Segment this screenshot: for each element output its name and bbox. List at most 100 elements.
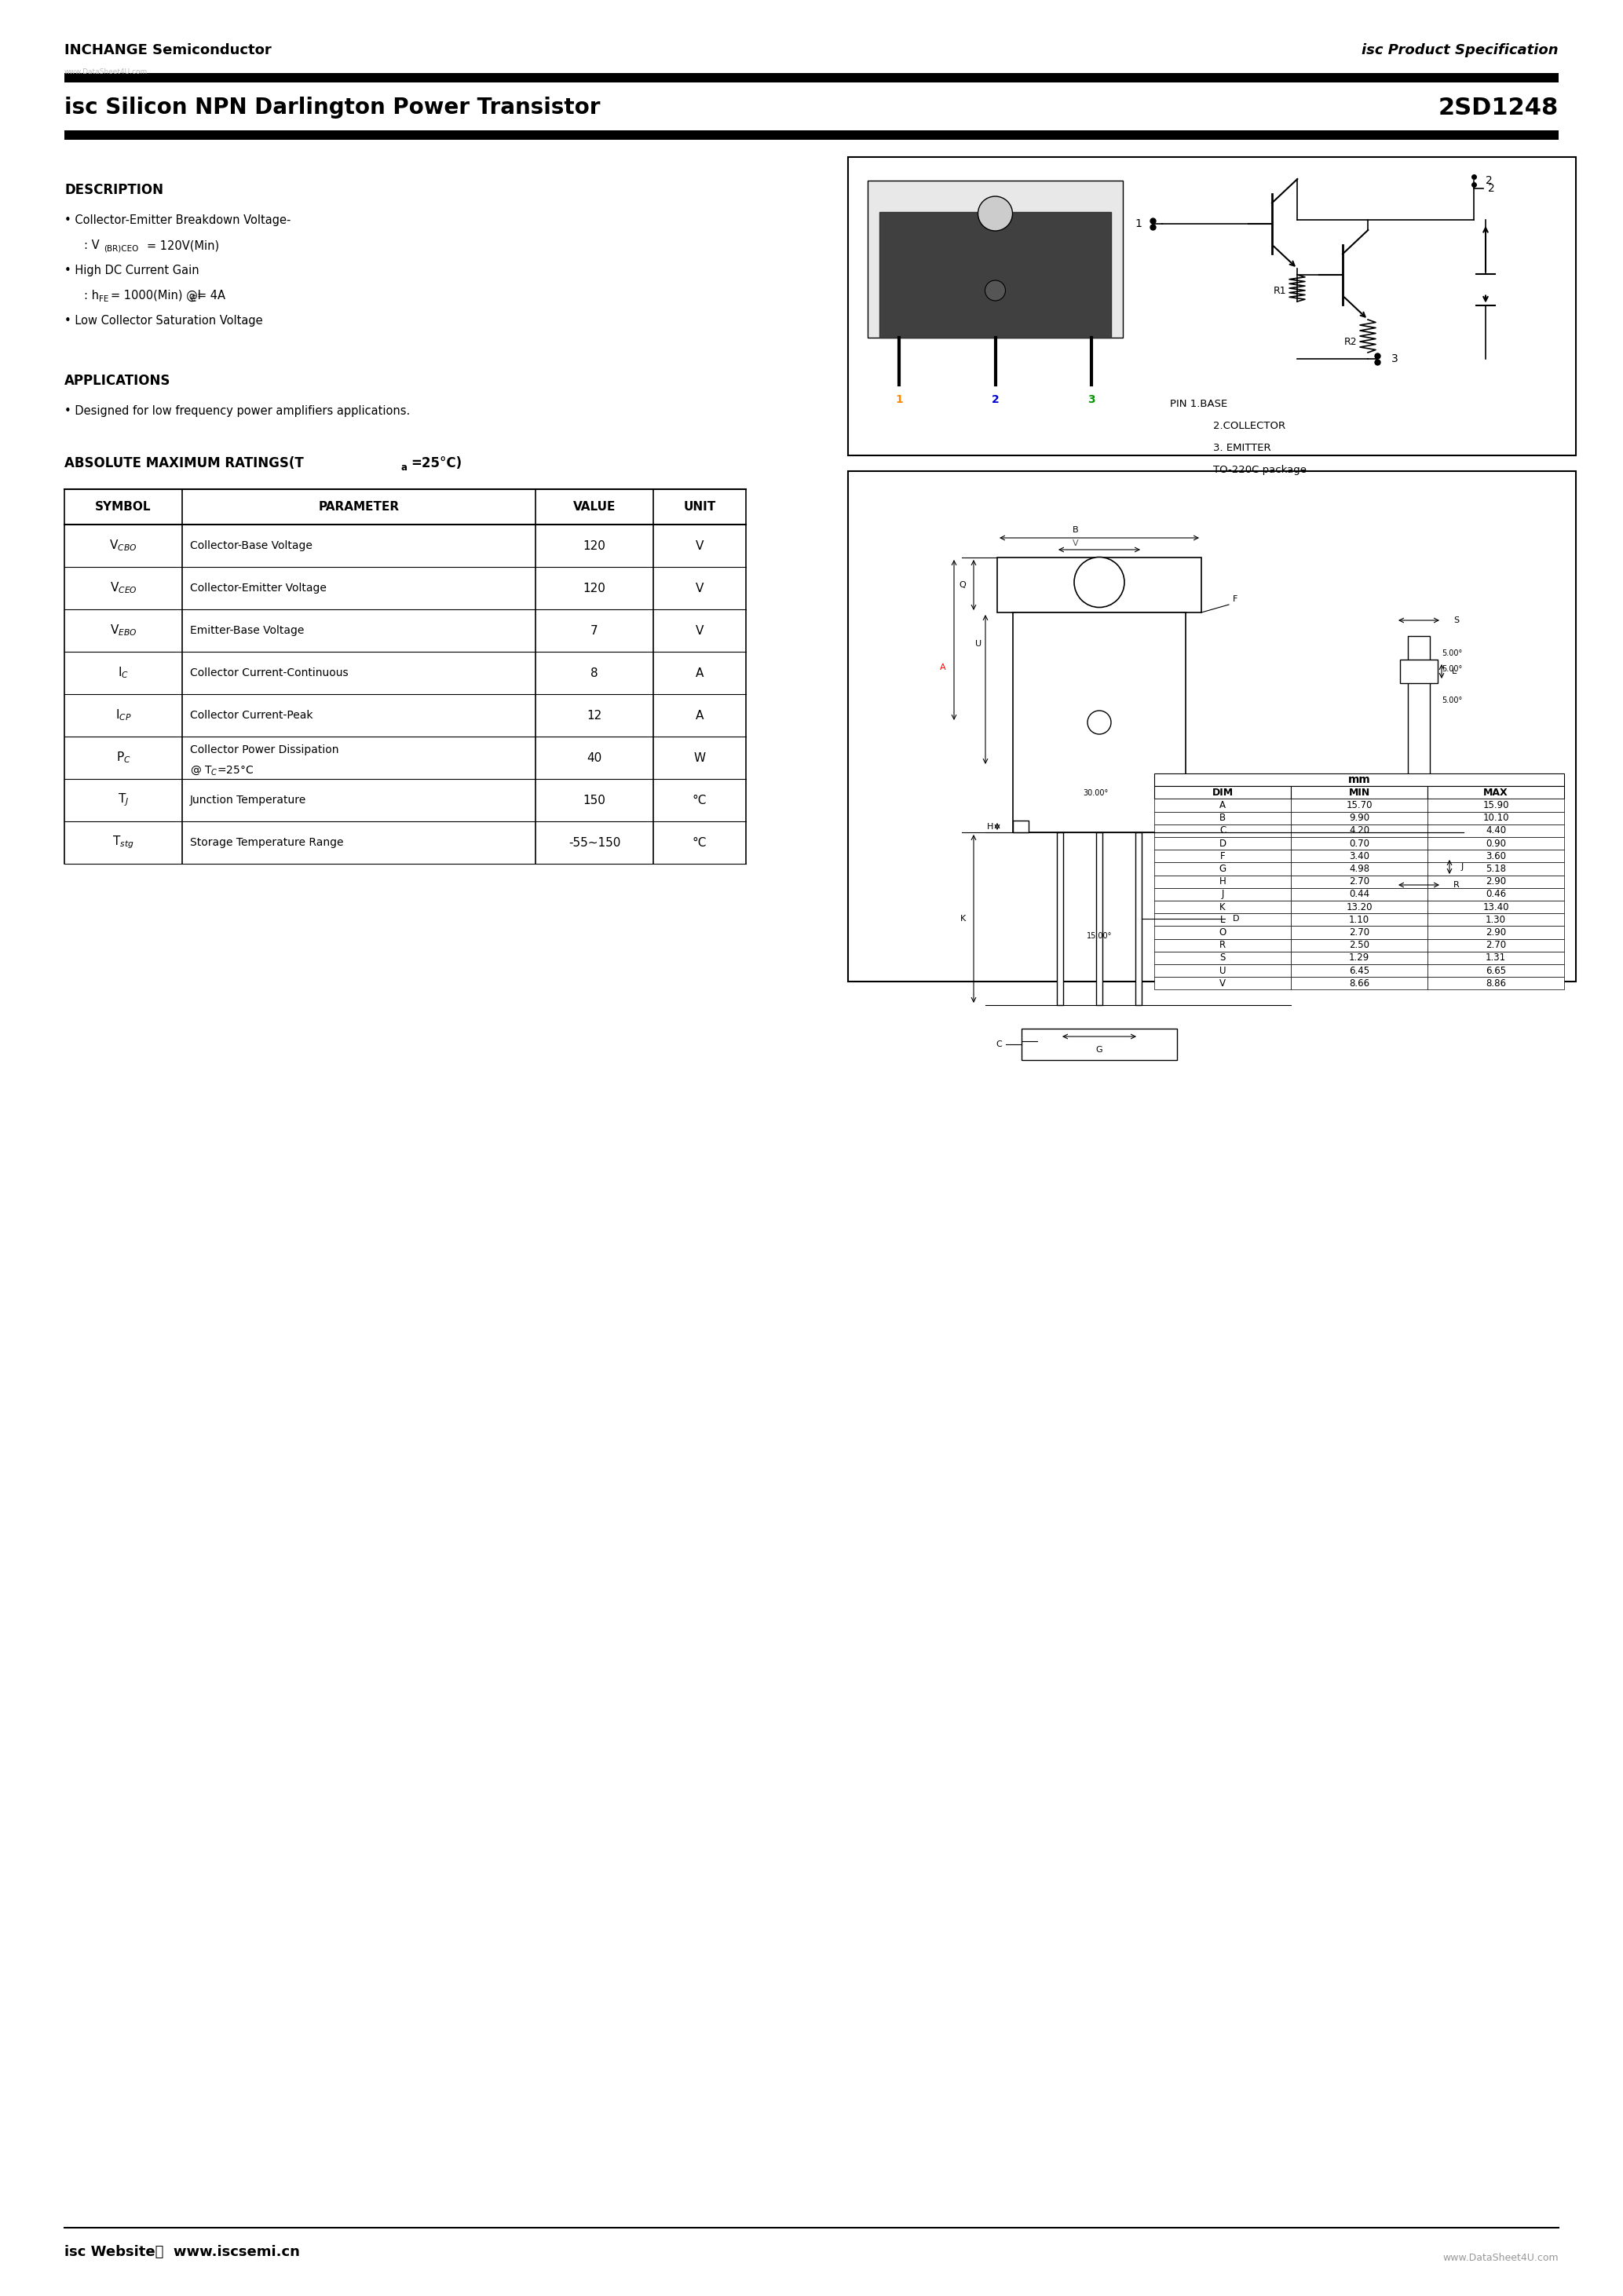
Text: R2: R2 [1344, 338, 1357, 347]
Bar [1428, 951, 1565, 964]
Text: 1.31: 1.31 [1485, 953, 1506, 962]
Text: 40: 40 [588, 751, 602, 765]
Bar [1154, 900, 1290, 914]
Text: a: a [401, 461, 407, 473]
Text: PIN 1.BASE: PIN 1.BASE [1170, 400, 1227, 409]
Bar [1290, 951, 1428, 964]
Bar [1154, 799, 1290, 810]
Bar [1428, 939, 1565, 951]
Text: 5.00°: 5.00° [1441, 696, 1462, 705]
Bar [1154, 889, 1290, 900]
Text: G: G [1219, 863, 1225, 875]
Text: 9.90: 9.90 [1349, 813, 1370, 822]
Text: www.DataSheet4U.com: www.DataSheet4U.com [65, 69, 148, 76]
Text: T$_{stg}$: T$_{stg}$ [112, 833, 135, 850]
Text: = 4A: = 4A [196, 289, 226, 301]
Text: C: C [190, 296, 196, 303]
Text: 6.65: 6.65 [1485, 967, 1506, 976]
Bar [1428, 824, 1565, 838]
Text: T$_J$: T$_J$ [117, 792, 128, 808]
Bar [847, 156, 1576, 455]
Text: A: A [696, 709, 704, 721]
Bar [1154, 838, 1290, 850]
Bar [1290, 900, 1428, 914]
Bar [1154, 785, 1290, 799]
Circle shape [1074, 558, 1125, 608]
Bar [868, 181, 1123, 338]
Bar [1154, 850, 1290, 863]
Text: : h: : h [84, 289, 99, 301]
Circle shape [1087, 712, 1112, 735]
Text: PARAMETER: PARAMETER [318, 501, 399, 512]
Text: DIM: DIM [1212, 788, 1233, 797]
Bar [1013, 820, 1029, 833]
Bar [1170, 820, 1186, 833]
Text: =25°C): =25°C) [411, 457, 463, 471]
Text: H: H [987, 822, 993, 831]
Text: U: U [975, 641, 982, 647]
Bar [1136, 833, 1141, 1006]
Text: MIN: MIN [1349, 788, 1370, 797]
Bar [1290, 824, 1428, 838]
Text: 5.18: 5.18 [1485, 863, 1506, 875]
Text: B: B [1073, 526, 1079, 535]
Text: INCHANGE Semiconductor: INCHANGE Semiconductor [65, 44, 271, 57]
Bar [1290, 863, 1428, 875]
Text: 8.66: 8.66 [1349, 978, 1370, 990]
Text: V: V [696, 540, 704, 551]
Text: K: K [1219, 902, 1225, 912]
Text: D: D [1219, 838, 1225, 850]
Bar [1428, 900, 1565, 914]
Text: 3.60: 3.60 [1485, 852, 1506, 861]
Bar [1290, 914, 1428, 925]
Text: 2: 2 [1488, 184, 1495, 193]
Text: 0.70: 0.70 [1349, 838, 1370, 850]
Text: L: L [1220, 914, 1225, 925]
Text: B: B [1219, 813, 1225, 822]
Text: APPLICATIONS: APPLICATIONS [65, 374, 170, 388]
Text: Collector Power Dissipation: Collector Power Dissipation [190, 744, 339, 755]
Text: S: S [1219, 953, 1225, 962]
Text: @ T$_C$=25°C: @ T$_C$=25°C [190, 765, 253, 776]
Bar [1290, 850, 1428, 863]
Bar [1428, 850, 1565, 863]
Text: V$_{CEO}$: V$_{CEO}$ [110, 581, 136, 595]
Text: 15.90: 15.90 [1483, 799, 1509, 810]
Text: 0.44: 0.44 [1349, 889, 1370, 900]
Text: °C: °C [693, 794, 708, 806]
Text: 2.50: 2.50 [1349, 939, 1370, 951]
Text: 2: 2 [992, 395, 1000, 404]
Text: isc Product Specification: isc Product Specification [1362, 44, 1558, 57]
Text: 8: 8 [591, 668, 599, 680]
Bar [1428, 914, 1565, 925]
Bar [65, 73, 1558, 83]
Bar [1154, 951, 1290, 964]
Text: V: V [696, 583, 704, 595]
Bar [1290, 939, 1428, 951]
Bar [1401, 659, 1438, 684]
Bar [1428, 838, 1565, 850]
Bar [1154, 875, 1290, 889]
Text: 5.00°: 5.00° [1441, 666, 1462, 673]
Text: 2SD1248: 2SD1248 [1438, 96, 1558, 119]
Text: 1: 1 [1134, 218, 1143, 230]
Bar [1154, 774, 1565, 785]
Text: O: O [1219, 928, 1227, 937]
Text: 3: 3 [1391, 354, 1399, 365]
Text: A: A [696, 668, 704, 680]
Text: 8.86: 8.86 [1485, 978, 1506, 990]
Text: SYMBOL: SYMBOL [96, 501, 151, 512]
Bar [1428, 925, 1565, 939]
Text: V: V [1219, 978, 1225, 990]
Text: G: G [1096, 1047, 1102, 1054]
Text: R: R [1454, 882, 1459, 889]
Text: = 1000(Min) @I: = 1000(Min) @I [110, 289, 201, 301]
Text: Collector Current-Continuous: Collector Current-Continuous [190, 668, 349, 677]
Text: 1.29: 1.29 [1349, 953, 1370, 962]
Text: °C: °C [693, 836, 708, 850]
Text: UNIT: UNIT [683, 501, 716, 512]
Text: 2.90: 2.90 [1485, 928, 1506, 937]
Text: V$_{EBO}$: V$_{EBO}$ [110, 622, 136, 638]
Text: 0.90: 0.90 [1485, 838, 1506, 850]
Text: F: F [1220, 852, 1225, 861]
